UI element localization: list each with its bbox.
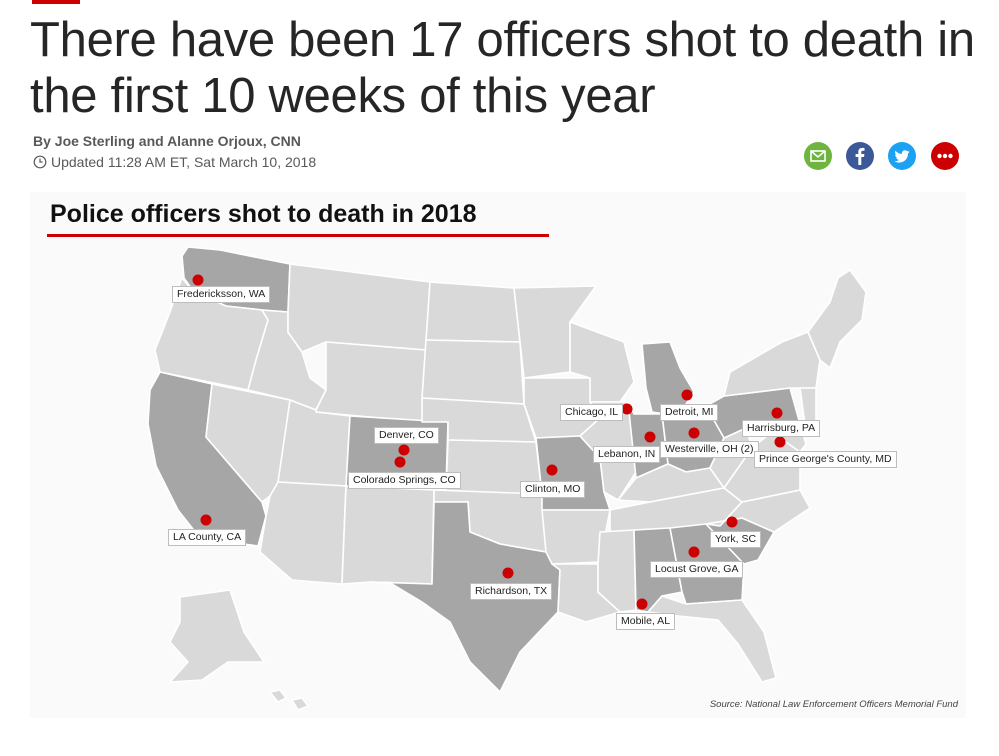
state-new-york	[723, 331, 821, 397]
city-dot-chicago	[621, 403, 633, 415]
city-label: Westerville, OH (2)	[660, 441, 759, 458]
city-label: Lebanon, IN	[593, 446, 661, 463]
city-label: Detroit, MI	[660, 404, 719, 421]
city-dot-la-county	[200, 514, 212, 526]
city-dot-harrisburg	[771, 407, 783, 419]
city-dot-denver	[398, 444, 410, 456]
facebook-icon	[846, 142, 874, 170]
state-north-dakota	[425, 281, 521, 343]
city-dot-lebanon	[644, 431, 656, 443]
city-dot-locust-grove	[688, 546, 700, 558]
city-dot-richardson	[502, 567, 514, 579]
email-icon	[804, 142, 832, 170]
clock-icon	[33, 155, 47, 169]
city-dot-westerville	[688, 427, 700, 439]
red-accent-bar	[32, 0, 80, 4]
map-title: Police officers shot to death in 2018	[50, 200, 477, 228]
more-icon	[931, 142, 959, 170]
city-label: Colorado Springs, CO	[348, 472, 461, 489]
map-title-underline	[47, 234, 549, 237]
state-texas	[369, 501, 561, 693]
state-arkansas	[541, 509, 611, 565]
more-share-button[interactable]	[931, 142, 959, 170]
city-label: LA County, CA	[168, 529, 247, 546]
city-label: Denver, CO	[374, 427, 439, 444]
us-map	[147, 246, 867, 711]
state-florida	[647, 595, 777, 683]
city-dot-york	[726, 516, 738, 528]
state-montana	[287, 263, 431, 353]
city-label: Richardson, TX	[470, 583, 553, 600]
timestamp: Updated 11:28 AM ET, Sat March 10, 2018	[33, 154, 316, 170]
city-dot-prince-georges	[774, 436, 786, 448]
updated-text: Updated 11:28 AM ET, Sat March 10, 2018	[51, 154, 317, 170]
email-share-button[interactable]	[804, 142, 832, 170]
headline: There have been 17 officers shot to deat…	[30, 13, 975, 123]
city-dot-mobile	[636, 598, 648, 610]
state-hawaii	[269, 689, 287, 703]
city-dot-detroit	[681, 389, 693, 401]
city-label: Mobile, AL	[616, 613, 676, 630]
city-label: Prince George's County, MD	[754, 451, 897, 468]
state-hawaii-big-island	[291, 697, 309, 711]
twitter-icon	[888, 142, 916, 170]
city-label: Chicago, IL	[560, 404, 624, 421]
state-alaska	[169, 589, 265, 683]
city-label: Fredericksson, WA	[172, 286, 271, 303]
state-arizona	[259, 481, 347, 585]
state-new-england	[807, 269, 867, 369]
twitter-share-button[interactable]	[888, 142, 916, 170]
facebook-share-button[interactable]	[846, 142, 874, 170]
city-label: York, SC	[710, 531, 762, 548]
state-new-mexico	[341, 485, 435, 585]
city-label: Locust Grove, GA	[650, 561, 744, 578]
city-dot-clinton	[546, 464, 558, 476]
state-south-dakota	[421, 339, 525, 405]
map-figure: Police officers shot to death in 2018 Fr…	[30, 192, 966, 718]
byline: By Joe Sterling and Alanne Orjoux, CNN	[33, 133, 301, 149]
city-dot-colorado-springs	[394, 456, 406, 468]
city-label: Clinton, MO	[520, 481, 586, 498]
city-label: Harrisburg, PA	[742, 420, 821, 437]
city-dot-fredericksson	[192, 274, 204, 286]
map-source: Source: National Law Enforcement Officer…	[709, 699, 958, 710]
state-wyoming	[315, 341, 427, 423]
